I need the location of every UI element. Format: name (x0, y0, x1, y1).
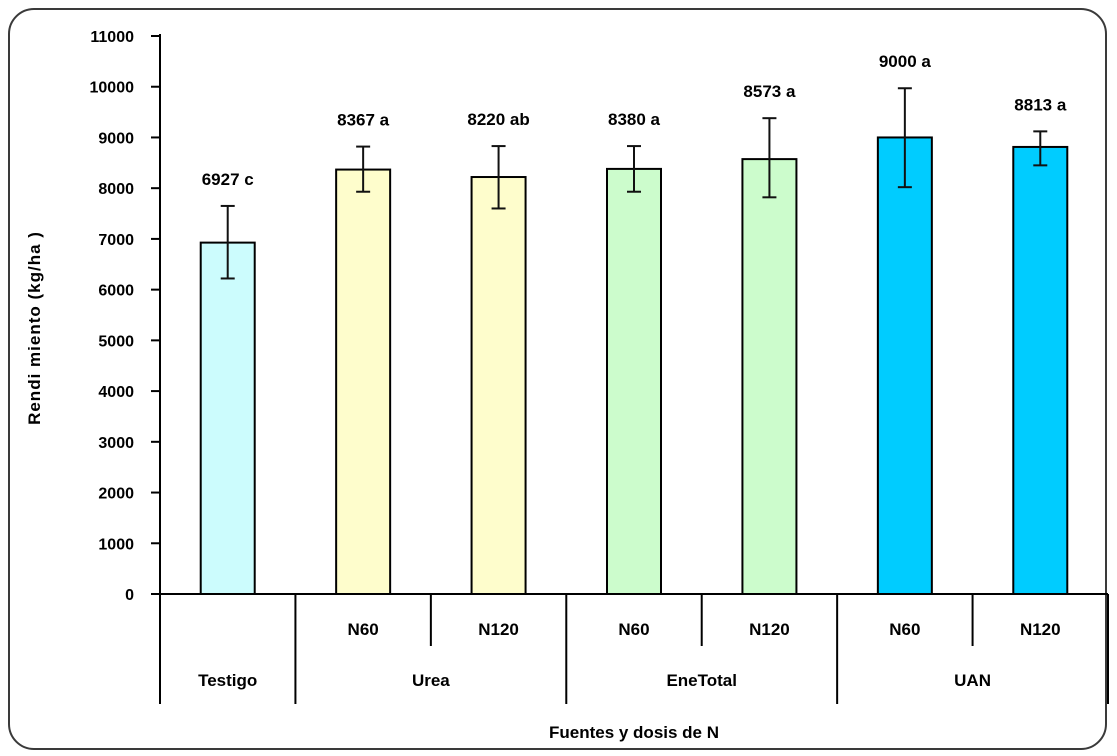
y-tick-label: 11000 (90, 29, 134, 46)
y-tick-label: 3000 (98, 435, 134, 452)
bar (876, 136, 933, 595)
y-tick-label: 7000 (98, 232, 134, 249)
data-label: 8573 a (743, 82, 796, 101)
data-label: 8367 a (337, 111, 390, 130)
bar (470, 176, 527, 595)
data-label: 9000 a (879, 52, 932, 71)
dose-label: N120 (1020, 620, 1061, 639)
y-tick-label: 4000 (98, 384, 134, 401)
bar (335, 168, 392, 595)
y-tick-label: 0 (125, 587, 134, 604)
dose-label: N120 (749, 620, 790, 639)
x-axis-label: Fuentes y dosis de N (549, 723, 719, 742)
group-label: Urea (412, 671, 450, 690)
y-tick-label: 1000 (98, 536, 134, 553)
bar (606, 167, 662, 595)
bar (741, 158, 798, 596)
group-label: EneTotal (666, 671, 737, 690)
y-tick-label: 10000 (90, 80, 135, 97)
bar (1012, 145, 1069, 595)
y-tick-label: 9000 (98, 130, 134, 147)
bar (199, 241, 256, 595)
data-label: 8380 a (608, 110, 661, 129)
chart-frame (8, 8, 1107, 750)
y-tick-label: 5000 (98, 333, 134, 350)
y-tick-label: 8000 (98, 181, 134, 198)
data-label: 8220 ab (467, 110, 529, 129)
group-label: UAN (954, 671, 991, 690)
x-category-table: Testigo Urea EneTotal UAN N60 N120 N60 N120 N60 N… (159, 593, 1109, 704)
dose-label: N60 (889, 620, 920, 639)
dose-label: N60 (348, 620, 379, 639)
y-tick-label: 6000 (98, 283, 134, 300)
y-axis-label: Rendi miento (kg/ha ) (25, 231, 44, 425)
y-tick-label: 2000 (98, 486, 134, 503)
dose-label: N60 (618, 620, 649, 639)
y-axis: 0 1000 2000 3000 4000 5000 6000 7000 8000 9000 100… (90, 29, 161, 604)
data-label: 6927 c (202, 170, 254, 189)
data-label: 8813 a (1014, 95, 1067, 114)
dose-label: N120 (478, 620, 519, 639)
bars: 6927 c 8367 a 8220 ab 8380 a 8573 a 9000 a 881… (199, 52, 1069, 596)
group-label: Testigo (198, 671, 257, 690)
